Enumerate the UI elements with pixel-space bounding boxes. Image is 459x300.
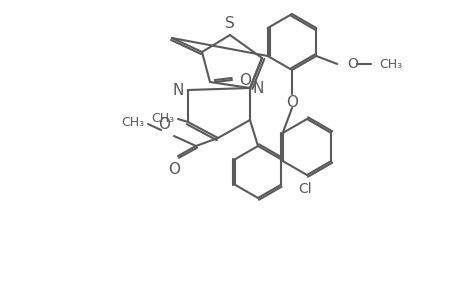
Text: CH₃: CH₃: [151, 112, 174, 124]
Text: S: S: [224, 16, 235, 31]
Text: O: O: [285, 94, 297, 110]
Text: O: O: [168, 162, 179, 177]
Text: O: O: [347, 57, 358, 71]
Text: Cl: Cl: [297, 182, 311, 196]
Text: N: N: [252, 80, 264, 95]
Text: CH₃: CH₃: [378, 58, 402, 70]
Text: O: O: [239, 73, 251, 88]
Text: N: N: [172, 82, 184, 98]
Text: O: O: [157, 117, 170, 132]
Text: CH₃: CH₃: [121, 116, 144, 128]
